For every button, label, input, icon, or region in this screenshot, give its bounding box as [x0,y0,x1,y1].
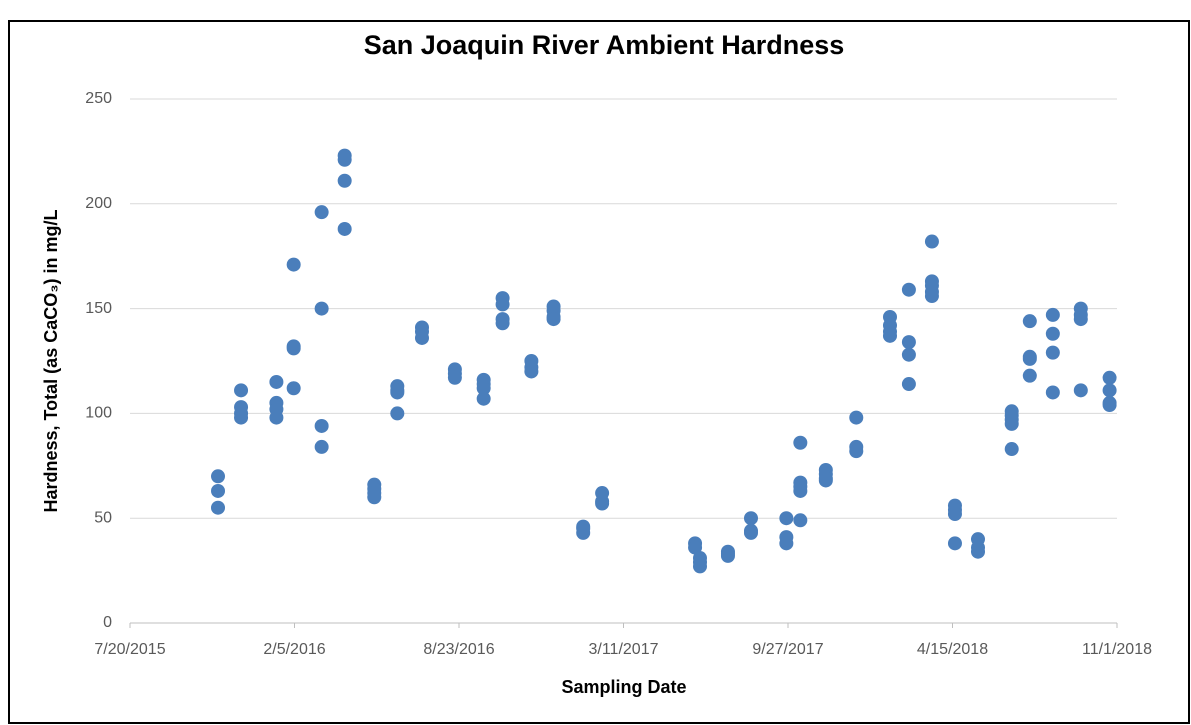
point [901,347,916,362]
point [1045,385,1060,400]
x-axis-label: Sampling Date [561,677,686,697]
y-tick-label: 0 [103,614,112,631]
point [793,435,808,450]
point [1102,398,1117,413]
point [882,328,897,343]
point [390,385,405,400]
point [1045,345,1060,360]
x-tick-label: 11/1/2018 [1082,641,1152,658]
point [414,330,429,345]
point [743,525,758,540]
x-tick-label: 2/5/2016 [263,641,325,658]
point [1102,370,1117,385]
point [743,511,758,526]
point [234,383,249,398]
point [688,540,703,555]
point [367,490,382,505]
point [546,312,561,327]
point [337,221,352,236]
point [337,152,352,167]
x-tick-label: 4/15/2018 [917,641,988,658]
point [1004,416,1019,431]
point [1022,314,1037,329]
point [234,410,249,425]
point [793,513,808,528]
point [269,374,284,389]
x-tick-label: 3/11/2017 [589,641,659,658]
point [1022,368,1037,383]
point [495,316,510,331]
point [924,289,939,304]
point [314,439,329,454]
point [314,418,329,433]
point [286,381,301,396]
point [314,205,329,220]
point [970,544,985,559]
y-tick-label: 50 [94,509,112,526]
point [849,410,864,425]
point [286,257,301,272]
y-tick-label: 250 [85,90,112,107]
point [901,335,916,350]
point [901,282,916,297]
point [1102,383,1117,398]
point [447,370,462,385]
point [793,483,808,498]
point [849,444,864,459]
point [211,500,226,515]
point [390,406,405,421]
point [779,536,794,551]
point [947,536,962,551]
point [269,410,284,425]
point [211,469,226,484]
x-tick-label: 7/20/2015 [94,641,165,658]
y-tick-label: 200 [85,195,112,212]
x-tick-label: 9/27/2017 [752,641,823,658]
chart-border [8,20,1190,724]
point [286,341,301,356]
point [476,391,491,406]
y-tick-label: 150 [85,300,112,317]
point [818,473,833,488]
point [314,301,329,316]
chart-title: San Joaquin River Ambient Hardness [364,30,845,60]
point [1045,307,1060,322]
point [779,511,794,526]
point [692,559,707,574]
point [595,496,610,511]
point [1022,351,1037,366]
point [476,381,491,396]
point [576,525,591,540]
point [337,173,352,188]
point [495,297,510,312]
point [1073,312,1088,327]
point [1045,326,1060,341]
point [947,507,962,522]
point [1073,383,1088,398]
point [524,364,539,379]
point [720,548,735,563]
point [1004,442,1019,457]
point [924,234,939,249]
point [901,377,916,392]
y-tick-label: 100 [85,405,112,422]
y-axis-label: Hardness, Total (as CaCO₃) in mg/L [41,209,61,512]
x-tick-label: 8/23/2016 [423,641,494,658]
point [211,483,226,498]
